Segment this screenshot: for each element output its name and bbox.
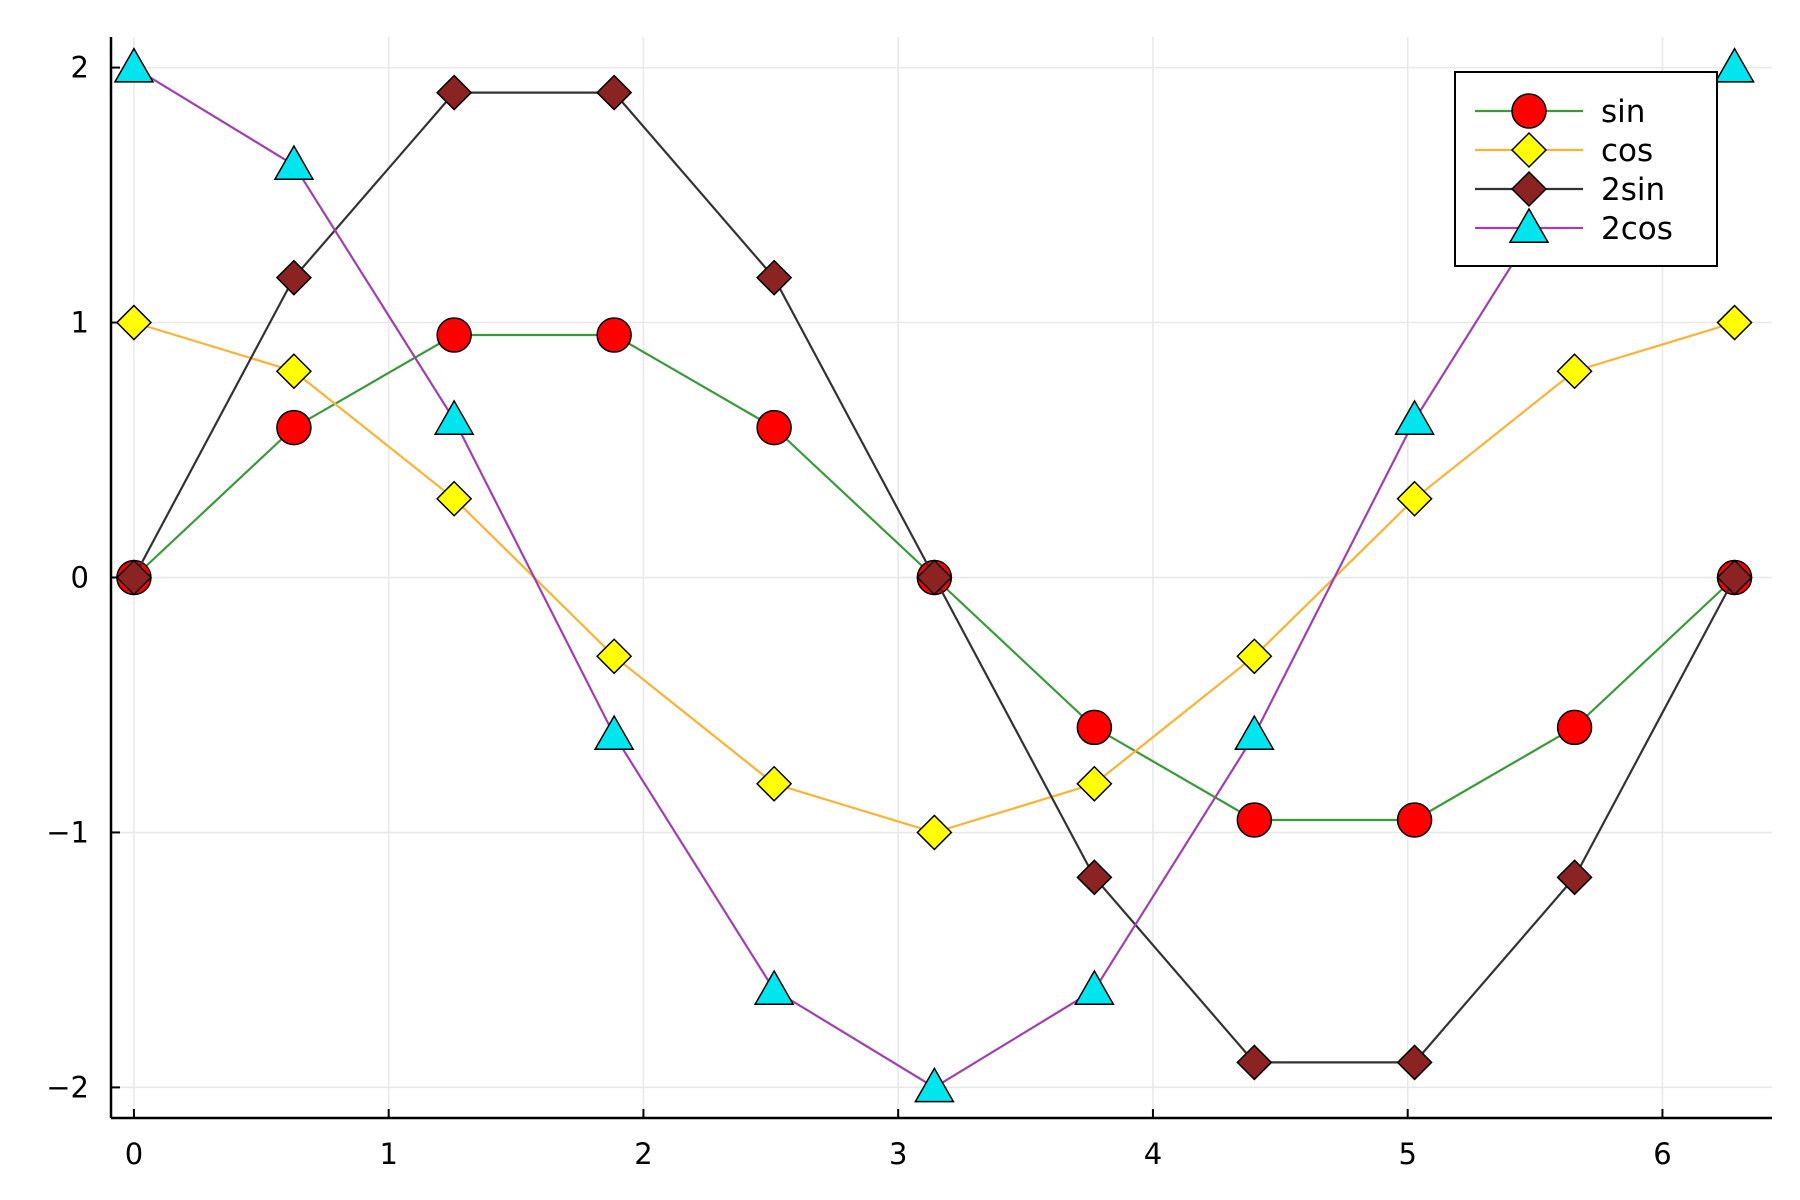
y-tick-label: −2 bbox=[46, 1070, 89, 1104]
data-point-cos bbox=[1076, 765, 1113, 802]
data-point-2sin bbox=[1716, 559, 1753, 596]
legend-label: sin bbox=[1601, 94, 1645, 130]
data-point-2sin bbox=[1396, 1044, 1433, 1081]
x-tick-label: 1 bbox=[379, 1137, 397, 1171]
data-point-2cos bbox=[914, 1066, 955, 1103]
legend-marker bbox=[1510, 131, 1548, 169]
y-tick-label: −1 bbox=[46, 815, 89, 849]
data-point-sin bbox=[1556, 709, 1593, 746]
data-point-2cos bbox=[593, 714, 635, 751]
series-2sin bbox=[115, 74, 1753, 1081]
data-point-2cos bbox=[273, 144, 315, 180]
legend-item-sin: sin bbox=[1475, 93, 1645, 130]
data-point-2cos bbox=[1394, 399, 1435, 435]
legend-label: cos bbox=[1601, 133, 1653, 169]
data-point-2sin bbox=[1076, 859, 1113, 896]
y-tick-label: 2 bbox=[71, 51, 89, 85]
tick-labels: 0 1 2 3 4 5 6 −2 −1 0 1 2 bbox=[46, 51, 1671, 1171]
data-point-sin bbox=[1076, 709, 1113, 746]
legend-box bbox=[1454, 71, 1718, 267]
data-point-cos bbox=[1236, 638, 1273, 675]
data-point-2sin bbox=[916, 559, 953, 596]
legend-item-cos: cos bbox=[1475, 131, 1653, 169]
data-point-2cos bbox=[433, 399, 475, 435]
data-point-cos bbox=[1556, 353, 1593, 390]
data-point-2cos bbox=[1714, 47, 1755, 83]
y-tick-label: 0 bbox=[71, 561, 89, 595]
axes bbox=[109, 37, 1772, 1120]
data-point-cos bbox=[916, 814, 953, 851]
x-tick-label: 5 bbox=[1398, 1137, 1416, 1171]
legend-marker bbox=[1508, 207, 1550, 243]
data-point-2sin bbox=[275, 259, 312, 296]
data-point-2sin bbox=[1556, 859, 1593, 896]
data-point-2cos bbox=[1234, 714, 1275, 751]
data-point-sin bbox=[436, 317, 472, 353]
data-point-cos bbox=[1716, 304, 1753, 341]
x-tick-label: 2 bbox=[634, 1137, 652, 1171]
legend-label: 2cos bbox=[1601, 211, 1673, 247]
y-tick-label: 1 bbox=[71, 306, 89, 340]
data-point-2cos bbox=[753, 969, 795, 1006]
x-tick-label: 4 bbox=[1144, 1137, 1162, 1171]
data-point-2cos bbox=[1074, 969, 1115, 1006]
data-point-2cos bbox=[113, 47, 155, 83]
legend-label: 2sin bbox=[1601, 172, 1665, 208]
data-point-sin bbox=[1236, 802, 1273, 838]
data-point-sin bbox=[1396, 802, 1433, 838]
x-tick-label: 3 bbox=[889, 1137, 907, 1171]
series-cos bbox=[115, 304, 1753, 851]
legend-item-2cos: 2cos bbox=[1475, 207, 1673, 247]
data-point-2sin bbox=[756, 259, 793, 296]
legend-marker bbox=[1511, 93, 1547, 129]
data-point-cos bbox=[1396, 480, 1433, 517]
data-point-cos bbox=[596, 638, 633, 675]
data-point-sin bbox=[756, 409, 792, 446]
data-point-cos bbox=[436, 480, 473, 517]
data-point-2sin bbox=[115, 559, 152, 596]
data-point-2sin bbox=[1236, 1044, 1273, 1081]
legend-item-2sin: 2sin bbox=[1475, 170, 1665, 208]
data-point-sin bbox=[276, 409, 312, 446]
x-tick-label: 0 bbox=[125, 1137, 143, 1171]
data-point-sin bbox=[596, 317, 632, 353]
legend-marker bbox=[1510, 170, 1548, 208]
data-point-2sin bbox=[436, 74, 473, 111]
x-tick-label: 6 bbox=[1653, 1137, 1671, 1171]
data-point-2sin bbox=[596, 74, 633, 111]
data-point-cos bbox=[115, 304, 152, 341]
data-point-cos bbox=[756, 765, 793, 802]
data-point-cos bbox=[275, 353, 312, 390]
series-layer bbox=[113, 47, 1755, 1103]
